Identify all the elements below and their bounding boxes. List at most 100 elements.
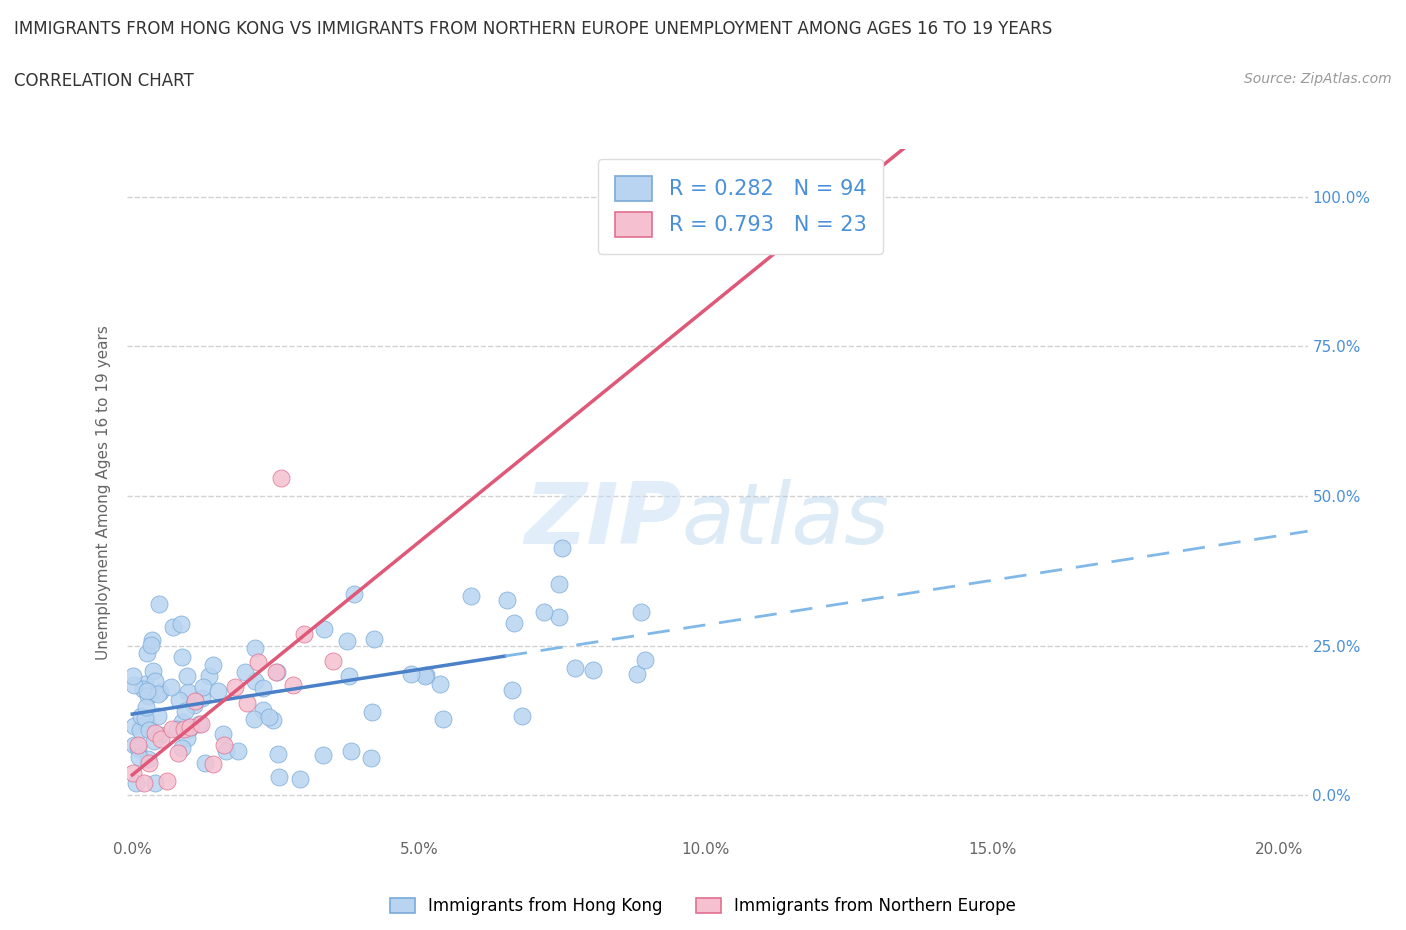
Point — [264, 664, 287, 679]
Point — [184, 694, 207, 709]
Point — [176, 731, 198, 746]
Point — [135, 645, 157, 660]
Point — [170, 617, 193, 631]
Point — [432, 711, 454, 726]
Point — [281, 678, 304, 693]
Point — [134, 676, 156, 691]
Point — [233, 665, 256, 680]
Text: CORRELATION CHART: CORRELATION CHART — [14, 72, 194, 89]
Point — [129, 723, 152, 737]
Point — [312, 621, 335, 636]
Point — [127, 737, 149, 752]
Point — [363, 631, 385, 646]
Point — [502, 616, 524, 631]
Point — [224, 680, 246, 695]
Point — [266, 665, 288, 680]
Point — [141, 638, 163, 653]
Point — [177, 721, 200, 736]
Point — [170, 650, 193, 665]
Point — [533, 604, 555, 619]
Point — [132, 776, 155, 790]
Point — [156, 773, 179, 788]
Point — [132, 682, 155, 697]
Point — [143, 673, 166, 688]
Legend: Immigrants from Hong Kong, Immigrants from Northern Europe: Immigrants from Hong Kong, Immigrants fr… — [384, 890, 1022, 922]
Point — [270, 471, 292, 485]
Point — [243, 641, 266, 656]
Point — [143, 776, 166, 790]
Point — [148, 709, 170, 724]
Point — [124, 719, 146, 734]
Point — [564, 660, 586, 675]
Point — [247, 655, 270, 670]
Point — [257, 710, 280, 724]
Point — [501, 683, 523, 698]
Point — [634, 653, 657, 668]
Point — [143, 726, 166, 741]
Point — [172, 714, 194, 729]
Y-axis label: Unemployment Among Ages 16 to 19 years: Unemployment Among Ages 16 to 19 years — [96, 326, 111, 660]
Point — [187, 716, 209, 731]
Point — [138, 723, 160, 737]
Point — [162, 620, 184, 635]
Point — [236, 696, 259, 711]
Point — [243, 673, 266, 688]
Point — [160, 679, 183, 694]
Point — [207, 684, 229, 698]
Point — [198, 669, 221, 684]
Point — [290, 772, 312, 787]
Legend: R = 0.282   N = 94, R = 0.793   N = 23: R = 0.282 N = 94, R = 0.793 N = 23 — [598, 159, 883, 254]
Point — [128, 750, 150, 764]
Point — [122, 677, 145, 692]
Point — [339, 743, 361, 758]
Text: atlas: atlas — [682, 479, 890, 562]
Point — [149, 684, 172, 699]
Point — [135, 716, 157, 731]
Point — [243, 712, 266, 727]
Point — [201, 756, 224, 771]
Point — [122, 765, 145, 780]
Point — [292, 627, 315, 642]
Text: IMMIGRANTS FROM HONG KONG VS IMMIGRANTS FROM NORTHERN EUROPE UNEMPLOYMENT AMONG : IMMIGRANTS FROM HONG KONG VS IMMIGRANTS … — [14, 20, 1052, 38]
Point — [215, 744, 238, 759]
Point — [312, 748, 335, 763]
Point — [136, 751, 159, 766]
Point — [167, 692, 190, 707]
Point — [551, 540, 574, 555]
Point — [413, 669, 436, 684]
Point — [179, 720, 201, 735]
Point — [125, 776, 148, 790]
Point — [361, 704, 384, 719]
Point — [167, 746, 190, 761]
Text: Source: ZipAtlas.com: Source: ZipAtlas.com — [1244, 72, 1392, 86]
Point — [162, 722, 184, 737]
Point — [547, 610, 569, 625]
Point — [399, 667, 422, 682]
Point — [252, 702, 274, 717]
Point — [626, 666, 648, 681]
Point — [267, 747, 290, 762]
Point — [548, 577, 571, 591]
Point — [496, 592, 519, 607]
Point — [166, 722, 188, 737]
Point — [129, 709, 152, 724]
Point — [193, 679, 215, 694]
Point — [582, 662, 605, 677]
Point — [190, 716, 212, 731]
Point — [429, 677, 451, 692]
Point — [173, 721, 195, 736]
Point — [212, 737, 235, 752]
Point — [336, 633, 359, 648]
Text: ZIP: ZIP — [524, 479, 682, 562]
Point — [134, 711, 156, 725]
Point — [122, 668, 145, 683]
Point — [136, 689, 159, 704]
Point — [127, 741, 149, 756]
Point — [252, 681, 274, 696]
Point — [148, 727, 170, 742]
Point — [148, 686, 170, 701]
Point — [337, 669, 360, 684]
Point — [191, 690, 214, 705]
Point — [173, 704, 195, 719]
Point — [360, 751, 382, 765]
